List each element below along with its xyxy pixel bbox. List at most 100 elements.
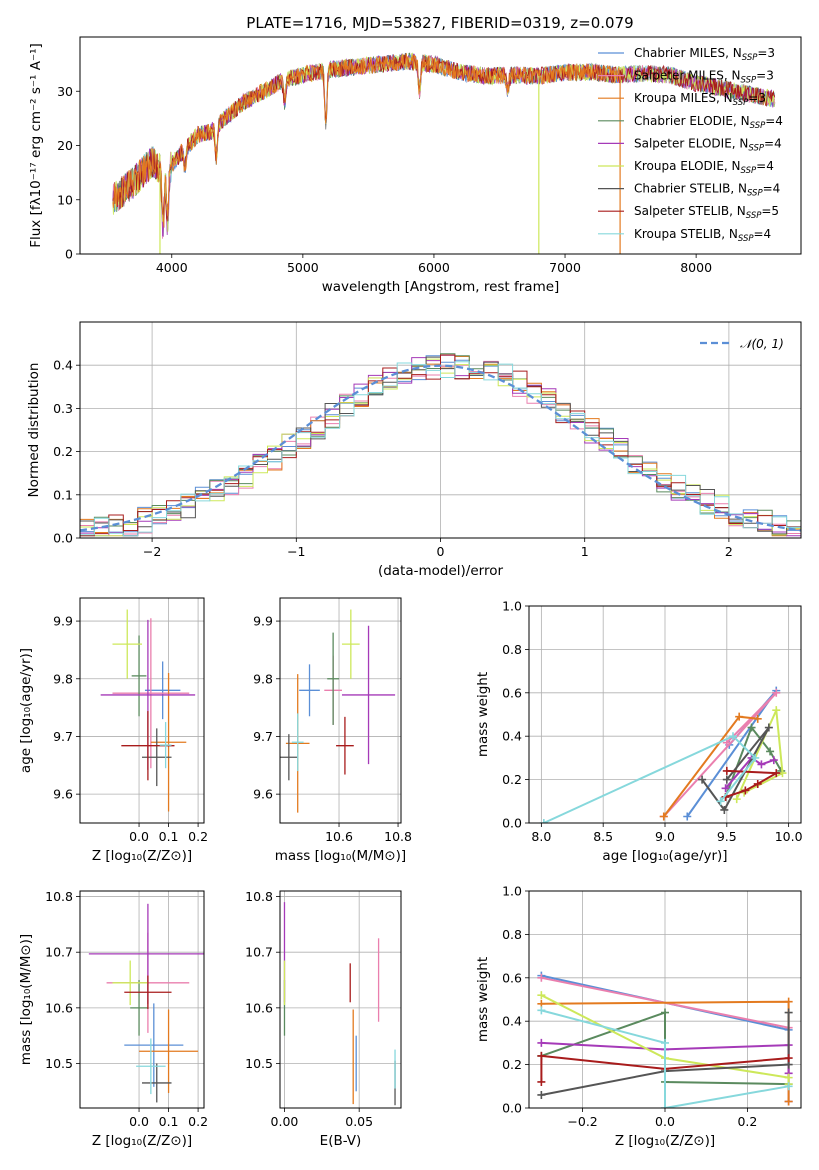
y-tick-label: 0.4	[502, 729, 522, 744]
legend-entry: 𝒩(0, 1)	[740, 337, 784, 351]
mass-weight-marker	[537, 1090, 546, 1099]
mass-weight-marker	[537, 1077, 546, 1086]
plot-area	[80, 353, 801, 537]
y-tick-label: 1.0	[502, 599, 522, 614]
mass-weight-marker	[537, 1006, 546, 1015]
tick-layer: 8.0 8.5 9.0 9.5 10.0 0.0 0.2 0.4 0.6 0.8 1.0	[502, 599, 802, 845]
legend-nssp-value: =3	[757, 46, 775, 60]
y-tick-label: 10.7	[45, 945, 73, 960]
x-tick-label: 5000	[287, 260, 319, 275]
legend-subscript: SSP	[750, 121, 766, 131]
tick-layer: 0.00 0.05 10.5 10.6 10.7 10.8	[245, 889, 373, 1129]
legend-model-name: Chabrier ELODIE, N	[634, 114, 750, 128]
y-tick-label: 0.8	[502, 642, 522, 657]
model-spectrum-line	[112, 53, 621, 228]
x-tick-label: 0.0	[655, 1114, 675, 1129]
legend-model-name: Chabrier MILES, N	[634, 46, 742, 60]
mass-weight-marker	[766, 747, 775, 756]
mass-weight-marker	[537, 991, 546, 1000]
x-tick-label: 0.00	[271, 1114, 299, 1129]
plot-frame	[279, 890, 402, 1109]
legend-nssp-value: =4	[765, 114, 783, 128]
y-tick-label: 10.6	[245, 1000, 273, 1015]
mass-weight-marker	[729, 732, 737, 741]
mass-weight-line	[541, 1012, 790, 1096]
normal-reference-curve	[80, 364, 801, 532]
y-tick-label: 9.9	[253, 614, 273, 629]
mass-vs-extinction-panel: 0.00 0.05 10.5 10.6 10.7 10.8 E(B-V)	[245, 889, 402, 1149]
x-tick-label: 0.2	[737, 1114, 757, 1129]
mass-weight-line	[735, 706, 784, 800]
y-tick-label: 9.8	[53, 671, 73, 686]
mass-weight-marker	[716, 797, 725, 806]
x-tick-label: 1	[581, 544, 589, 559]
mass-weight-line	[543, 735, 757, 823]
x-axis-label: Z [log₁₀(Z/Z⊙)]	[92, 1133, 192, 1149]
weight-vs-metallicity-panel: −0.2 0.0 0.2 0.0 0.2 0.4 0.6 0.8 1.0 Z [log₁₀(Z/Z…	[475, 884, 802, 1149]
x-tick-label: 0.05	[345, 1114, 373, 1129]
legend-nssp-value: =3	[756, 69, 774, 83]
legend-model-name: Chabrier STELIB, N	[634, 182, 747, 196]
legend-subscript: SSP	[733, 98, 749, 108]
y-axis-label: age [log₁₀(age/yr)]	[18, 648, 34, 773]
mass-weight-marker	[661, 1008, 669, 1017]
mass-weight-line	[724, 725, 783, 798]
y-tick-label: 0.2	[502, 1057, 522, 1072]
tick-layer: 0.0 0.1 0.2 10.5 10.6 10.7 10.8	[45, 889, 208, 1129]
plot-frame	[79, 36, 802, 255]
y-tick-label: 0.4	[502, 1014, 522, 1029]
y-axis-label: mass [log₁₀(M/M⊙)]	[18, 934, 34, 1065]
legend-nssp-value: =3	[748, 91, 766, 105]
plot-frame	[79, 890, 205, 1109]
age-vs-mass-panel: 10.6 10.8 9.6 9.7 9.8 9.9 mass [log₁₀(M/M⊙)]	[253, 597, 412, 864]
mass-weight-marker	[753, 779, 762, 788]
y-tick-label: 30	[57, 84, 73, 99]
mass-weight-marker	[753, 714, 762, 723]
x-axis-label: (data-model)/error	[378, 563, 504, 579]
mass-weight-marker	[757, 760, 766, 769]
mass-weight-marker	[764, 723, 773, 732]
legend-subscript: SSP	[746, 211, 762, 221]
plot-area	[280, 609, 396, 813]
legend-nssp-value: =4	[764, 136, 782, 150]
y-tick-label: 9.7	[253, 729, 273, 744]
legend-subscript: SSP	[738, 234, 754, 244]
mass-weight-marker	[772, 688, 781, 697]
y-tick-label: 9.7	[53, 729, 73, 744]
y-tick-label: 0.0	[53, 531, 73, 546]
x-tick-label: 2	[725, 544, 733, 559]
legend-model-name: Salpeter STELIB, N	[634, 204, 746, 218]
mass-weight-marker	[722, 766, 731, 775]
mass-weight-marker	[537, 1051, 546, 1060]
mass-weight-marker	[751, 753, 760, 762]
legend-model-name: Kroupa MILES, N	[634, 91, 733, 105]
x-axis-label: Z [log₁₀(Z/Z⊙)]	[615, 1133, 715, 1149]
x-tick-label: 8.0	[531, 829, 551, 844]
y-tick-label: 0.8	[502, 927, 522, 942]
age-vs-metallicity-panel: 0.0 0.1 0.2 9.6 9.7 9.8 9.9 Z [log₁₀(Z/Z⊙)] age …	[18, 597, 208, 864]
mass-weight-line	[540, 1054, 789, 1082]
legend-entry: Chabrier ELODIE, NSSP=4	[634, 114, 783, 131]
y-tick-label: 10.5	[45, 1056, 73, 1071]
x-tick-label: 0	[437, 544, 445, 559]
legend-entry: Salpeter MILES, NSSP=3	[634, 69, 774, 86]
y-tick-label: 0.6	[502, 685, 522, 700]
y-axis-label: Normed distribution	[26, 363, 42, 498]
y-tick-label: 0.3	[53, 401, 73, 416]
mass-weight-marker	[769, 756, 778, 765]
legend-entry: Salpeter STELIB, NSSP=5	[634, 204, 779, 221]
plot-area	[539, 686, 787, 823]
x-axis-label: mass [log₁₀(M/M⊙)]	[275, 848, 406, 864]
legend-nssp-value: =4	[754, 227, 772, 241]
legend-entry: Chabrier MILES, NSSP=3	[634, 46, 775, 63]
x-axis-label: E(B-V)	[320, 1133, 362, 1149]
y-tick-label: 10.6	[45, 1000, 73, 1015]
mass-weight-marker	[661, 1104, 669, 1108]
mass-weight-marker	[698, 775, 707, 784]
legend-model-name: Kroupa STELIB, N	[634, 227, 738, 241]
legend-entry: Salpeter ELODIE, NSSP=4	[634, 136, 782, 153]
x-tick-label: 6000	[418, 260, 450, 275]
legend-entry: Chabrier STELIB, NSSP=4	[634, 182, 780, 199]
